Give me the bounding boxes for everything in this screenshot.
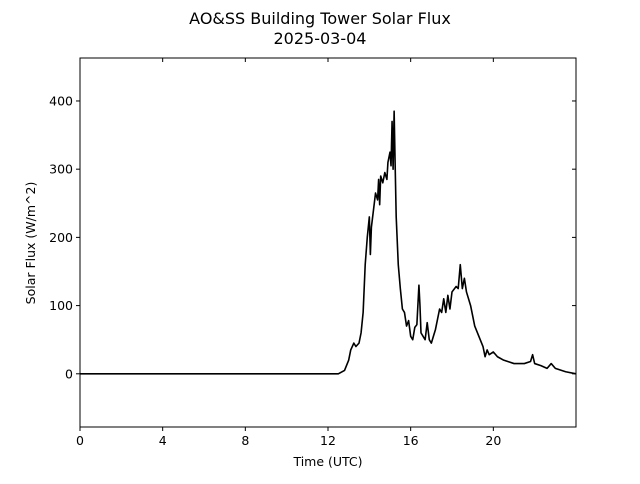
x-tick-label: 0	[76, 433, 84, 448]
plot-frame	[79, 57, 577, 428]
y-tick-label: 200	[49, 230, 73, 245]
y-tick-label: 0	[65, 366, 73, 381]
y-tick-label: 300	[49, 162, 73, 177]
y-tick-label: 400	[49, 93, 73, 108]
x-tick-label: 16	[403, 433, 419, 448]
x-tick-label: 4	[159, 433, 167, 448]
x-tick-label: 20	[485, 433, 501, 448]
chart-title: AO&SS Building Tower Solar Flux	[189, 9, 451, 28]
x-tick-label: 12	[320, 433, 336, 448]
data-line	[80, 110, 577, 375]
x-tick-label: 8	[241, 433, 249, 448]
x-axis-label: Time (UTC)	[292, 454, 362, 469]
chart-subtitle: 2025-03-04	[274, 29, 367, 48]
y-axis-label: Solar Flux (W/m^2)	[23, 182, 38, 305]
y-tick-label: 100	[49, 298, 73, 313]
